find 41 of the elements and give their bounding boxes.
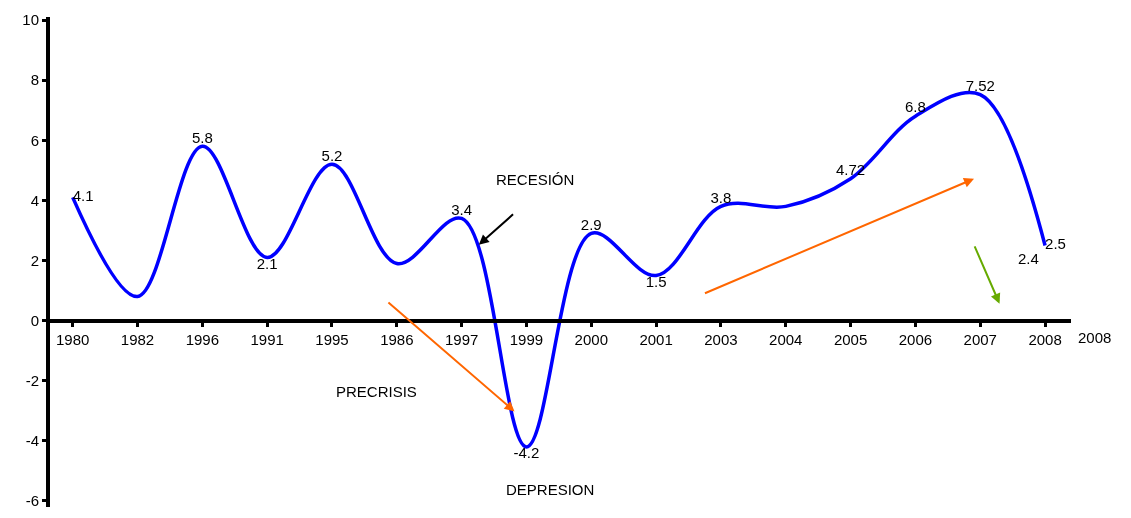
x-tick-label: 1986	[380, 330, 414, 348]
y-tick-label: -4	[25, 432, 39, 450]
x-tick-label: 2000	[574, 330, 608, 348]
x-tick-label: 2004	[769, 330, 803, 348]
data-label: 6.8	[904, 98, 926, 116]
annotation: PRECRISIS	[336, 383, 417, 400]
x-tick-label: 1999	[509, 330, 544, 348]
x-tick-label: 2008	[1028, 330, 1062, 348]
y-tick-label: -2	[25, 371, 39, 389]
data-label: 1.5	[645, 272, 667, 290]
data-label: 2.9	[580, 215, 602, 233]
annotation: RECESIÓN	[496, 171, 575, 188]
data-label: 3.4	[451, 200, 473, 218]
x-tick-label: 2001	[639, 330, 673, 348]
data-label: 4.1	[72, 187, 94, 205]
y-tick-label: 2	[30, 251, 39, 269]
y-tick-label: -6	[25, 492, 39, 510]
annotation: DEPRESION	[506, 481, 595, 498]
x-tick-label: 1996	[185, 330, 220, 348]
x-tick-label: 1995	[315, 330, 349, 348]
x-tick-label: 2003	[704, 330, 738, 348]
y-tick-label: 8	[30, 71, 39, 89]
x-tick-label: 1982	[120, 330, 155, 348]
data-label: 5.8	[191, 128, 213, 146]
y-tick-label: 0	[30, 311, 39, 329]
y-tick-label: 4	[30, 191, 39, 209]
x-tick-label: 1980	[56, 330, 90, 348]
data-label: 2.5	[1045, 235, 1066, 253]
x-tick-label: 2006	[898, 330, 933, 348]
x-tick-label: 1991	[250, 330, 284, 348]
data-label: 5.2	[321, 146, 343, 164]
data-label: 3.8	[710, 188, 732, 206]
y-tick-label: 10	[22, 11, 39, 29]
x-tick-label: 2005	[833, 330, 868, 348]
data-label: 7.52	[965, 76, 995, 94]
x-tick-label: 2007	[963, 330, 997, 348]
x-tick-label: 1997	[444, 330, 479, 348]
y-tick-label: 6	[30, 131, 39, 149]
data-label: 2.1	[256, 254, 278, 272]
annotation: 2.4	[1018, 250, 1039, 267]
data-label: -4.2	[513, 444, 540, 462]
